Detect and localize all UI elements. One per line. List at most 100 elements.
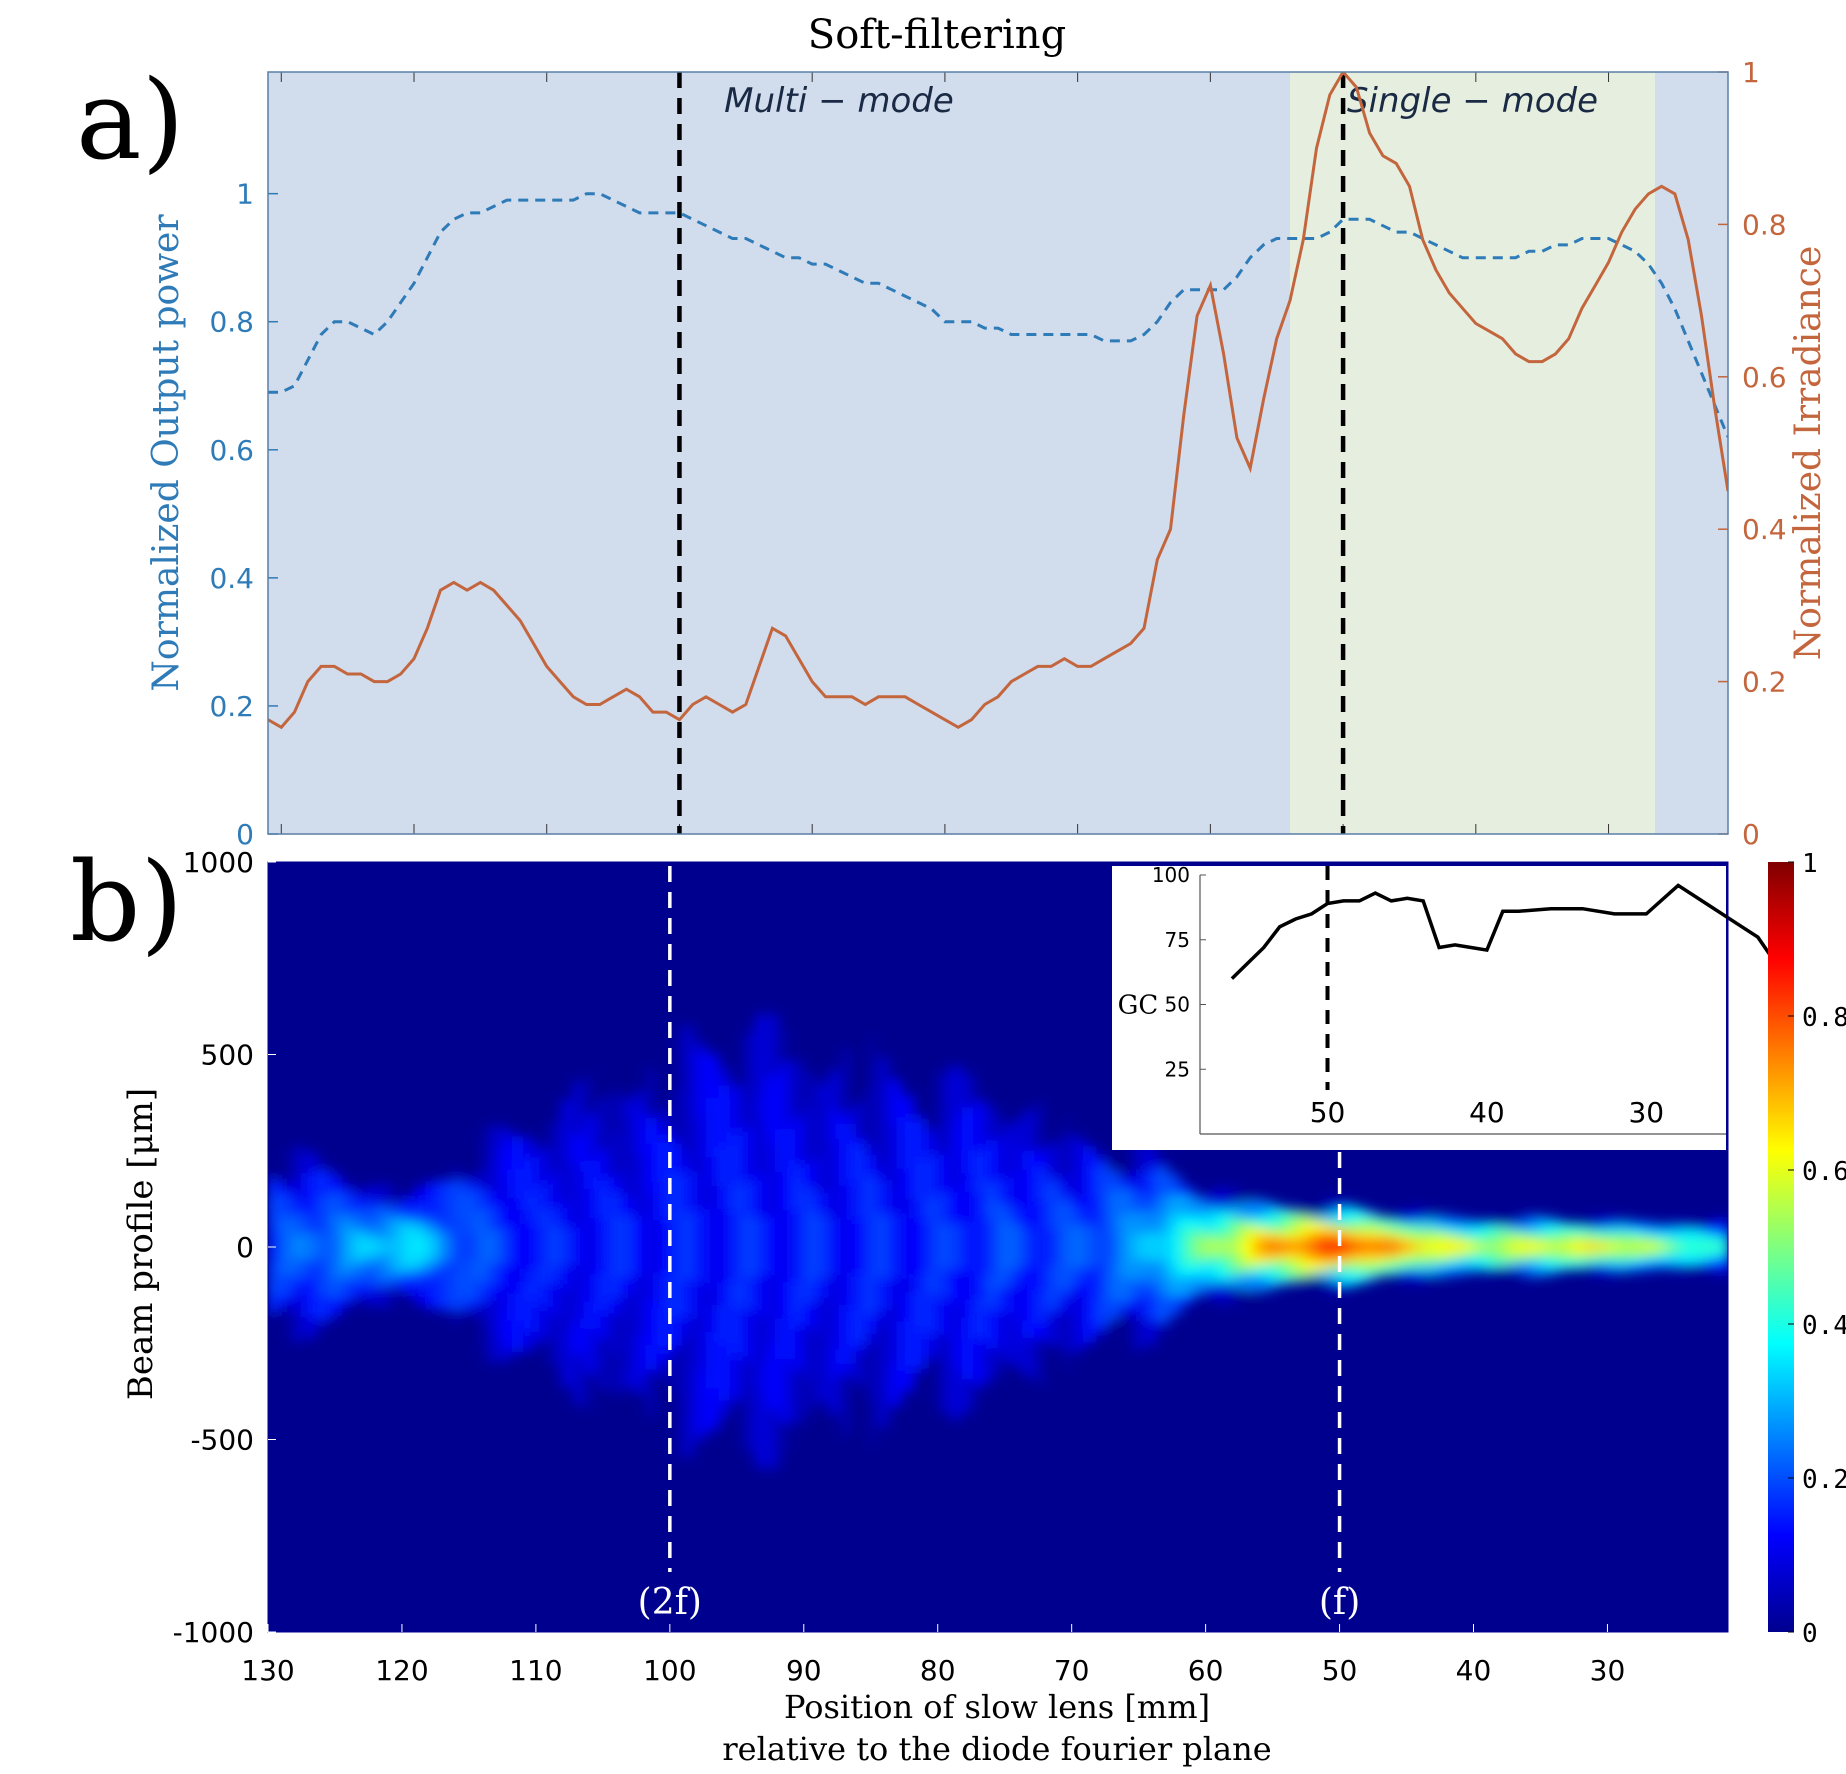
heatmap-cell — [1083, 1226, 1097, 1267]
heatmap-cell — [1277, 1238, 1291, 1255]
gc-line — [1230, 883, 1792, 985]
heatmap-cell — [1314, 1240, 1328, 1253]
heatmap-cell — [1375, 1240, 1389, 1254]
singlemode-region — [1290, 72, 1655, 834]
heatmap-cell — [1302, 1240, 1316, 1254]
colorbar-tick-label: 0.4 — [1802, 1311, 1846, 1341]
heatmap-cell — [669, 1217, 683, 1275]
heatmap-cell — [1667, 1242, 1681, 1251]
heatmap-cell — [742, 1216, 756, 1277]
colorbar-tick-label: 0.8 — [1802, 1003, 1846, 1033]
heatmap-cell — [377, 1238, 391, 1255]
heatmap-cell — [1557, 1241, 1571, 1253]
panel-a: a) Soft-filtering Multi − mode Single − … — [76, 12, 1829, 851]
panel-a-frame — [267, 71, 1729, 835]
heatmap-cell — [1545, 1241, 1559, 1253]
heatmap-cell — [693, 1209, 707, 1283]
gc-inset: 100 75 50 25 50 40 30 GC — [1112, 863, 1792, 1150]
heatmap-cell — [596, 1218, 610, 1275]
heatmap-cell — [1326, 1240, 1340, 1254]
heatmap-cell — [1095, 1228, 1109, 1265]
heatmap-cell — [341, 1233, 355, 1260]
heatmap-cell — [1472, 1241, 1486, 1252]
left-tick-label: 0.8 — [209, 306, 254, 339]
heatmap-cell — [280, 1234, 294, 1260]
gc-y-tick-label: 50 — [1165, 993, 1190, 1017]
heatmap-cell — [645, 1219, 659, 1273]
heatmap-cell — [1229, 1239, 1243, 1255]
heatmap-cell — [572, 1225, 586, 1268]
heatmap-cell — [925, 1222, 939, 1271]
gc-y-tick-label: 25 — [1165, 1057, 1190, 1081]
heatmap-cell — [535, 1225, 549, 1268]
heatmap-cell — [949, 1223, 963, 1270]
heatmap-cell — [523, 1224, 537, 1269]
heatmap-cell — [414, 1235, 428, 1259]
irradiance-line — [268, 72, 1728, 730]
heatmap-cell — [1387, 1241, 1401, 1253]
multimode-region-label: Multi − mode — [724, 81, 954, 121]
colorbar: 0 0.2 0.4 0.6 0.8 1 — [1768, 849, 1846, 1649]
heatmap-cell — [316, 1232, 330, 1261]
heatmap-cell — [1703, 1242, 1717, 1251]
heatmap-cell — [730, 1212, 744, 1280]
right-tick-label: 0 — [1742, 818, 1760, 851]
heatmap-cell — [791, 1210, 805, 1283]
heatmap-cells — [268, 1013, 1728, 1469]
heatmap-cell — [1642, 1241, 1656, 1252]
gc-x-tick-label: 40 — [1469, 1096, 1505, 1129]
panel-b-label: b) — [70, 838, 183, 966]
heatmap-cell — [973, 1218, 987, 1274]
gc-inset-axes: 100 75 50 25 50 40 30 — [1152, 863, 1726, 1135]
x-tick-label: 80 — [920, 1654, 956, 1687]
left-tick-label: 1 — [236, 178, 254, 211]
heatmap-cell — [584, 1222, 598, 1271]
heatmap-cell — [450, 1233, 464, 1261]
heatmap-cell — [985, 1218, 999, 1275]
heatmap-cell — [1131, 1233, 1145, 1261]
left-axis-ticks: 0 0.2 0.4 0.6 0.8 1 — [209, 178, 254, 851]
right-tick-label: 0.4 — [1742, 513, 1787, 546]
heatmap-cell — [620, 1215, 634, 1277]
x-tick-label: 30 — [1590, 1654, 1626, 1687]
heatmap-cell — [426, 1233, 440, 1260]
heatmap-cell — [1521, 1241, 1535, 1252]
colorbar-tick-label: 1 — [1802, 849, 1818, 879]
x-tick-label: 130 — [241, 1654, 294, 1687]
heatmap-cell — [1241, 1238, 1255, 1255]
heatmap-cell — [1156, 1232, 1170, 1262]
heatmap-cell — [1606, 1242, 1620, 1251]
heatmap-cell — [304, 1233, 318, 1260]
heatmap-cell — [401, 1237, 415, 1256]
colorbar-tick-label: 0.6 — [1802, 1157, 1846, 1187]
heatmap-cell — [438, 1232, 452, 1261]
heatmap-cell — [1180, 1234, 1194, 1260]
heatmap-cell — [1630, 1241, 1644, 1252]
heatmap-cell — [681, 1213, 695, 1279]
heatmap-cell — [803, 1210, 817, 1282]
heatmap-cell — [1582, 1242, 1596, 1251]
heatmap-cell — [718, 1208, 732, 1284]
heatmap-cell — [1484, 1242, 1498, 1252]
panel-b-xlabel: Position of slow lens [mm] — [784, 1688, 1210, 1726]
heatmap-cell — [1569, 1242, 1583, 1252]
heatmap-cell — [1107, 1230, 1121, 1263]
panel-b-xlabel-line2: relative to the diode fourier plane — [722, 1730, 1271, 1768]
heatmap-cell — [1411, 1242, 1425, 1252]
colorbar-ticks: 0 0.2 0.4 0.6 0.8 1 — [1788, 849, 1846, 1649]
heatmap-cell — [1460, 1241, 1474, 1253]
heatmap-cell — [511, 1225, 525, 1268]
heatmap-cell — [1436, 1241, 1450, 1253]
heatmap-cell — [1217, 1239, 1231, 1255]
heatmap-cell — [1691, 1243, 1705, 1251]
heatmap-cell — [1010, 1224, 1024, 1269]
x-tick-label: 50 — [1322, 1654, 1358, 1687]
heatmap-cell — [353, 1235, 367, 1258]
heatmap-cell — [1204, 1238, 1218, 1256]
heatmap-cell — [1144, 1232, 1158, 1261]
heatmap-cell — [1119, 1232, 1133, 1261]
colorbar-tick-label: 0.2 — [1802, 1465, 1846, 1495]
heatmap-cell — [487, 1230, 501, 1263]
heatmap-cell — [1399, 1242, 1413, 1252]
